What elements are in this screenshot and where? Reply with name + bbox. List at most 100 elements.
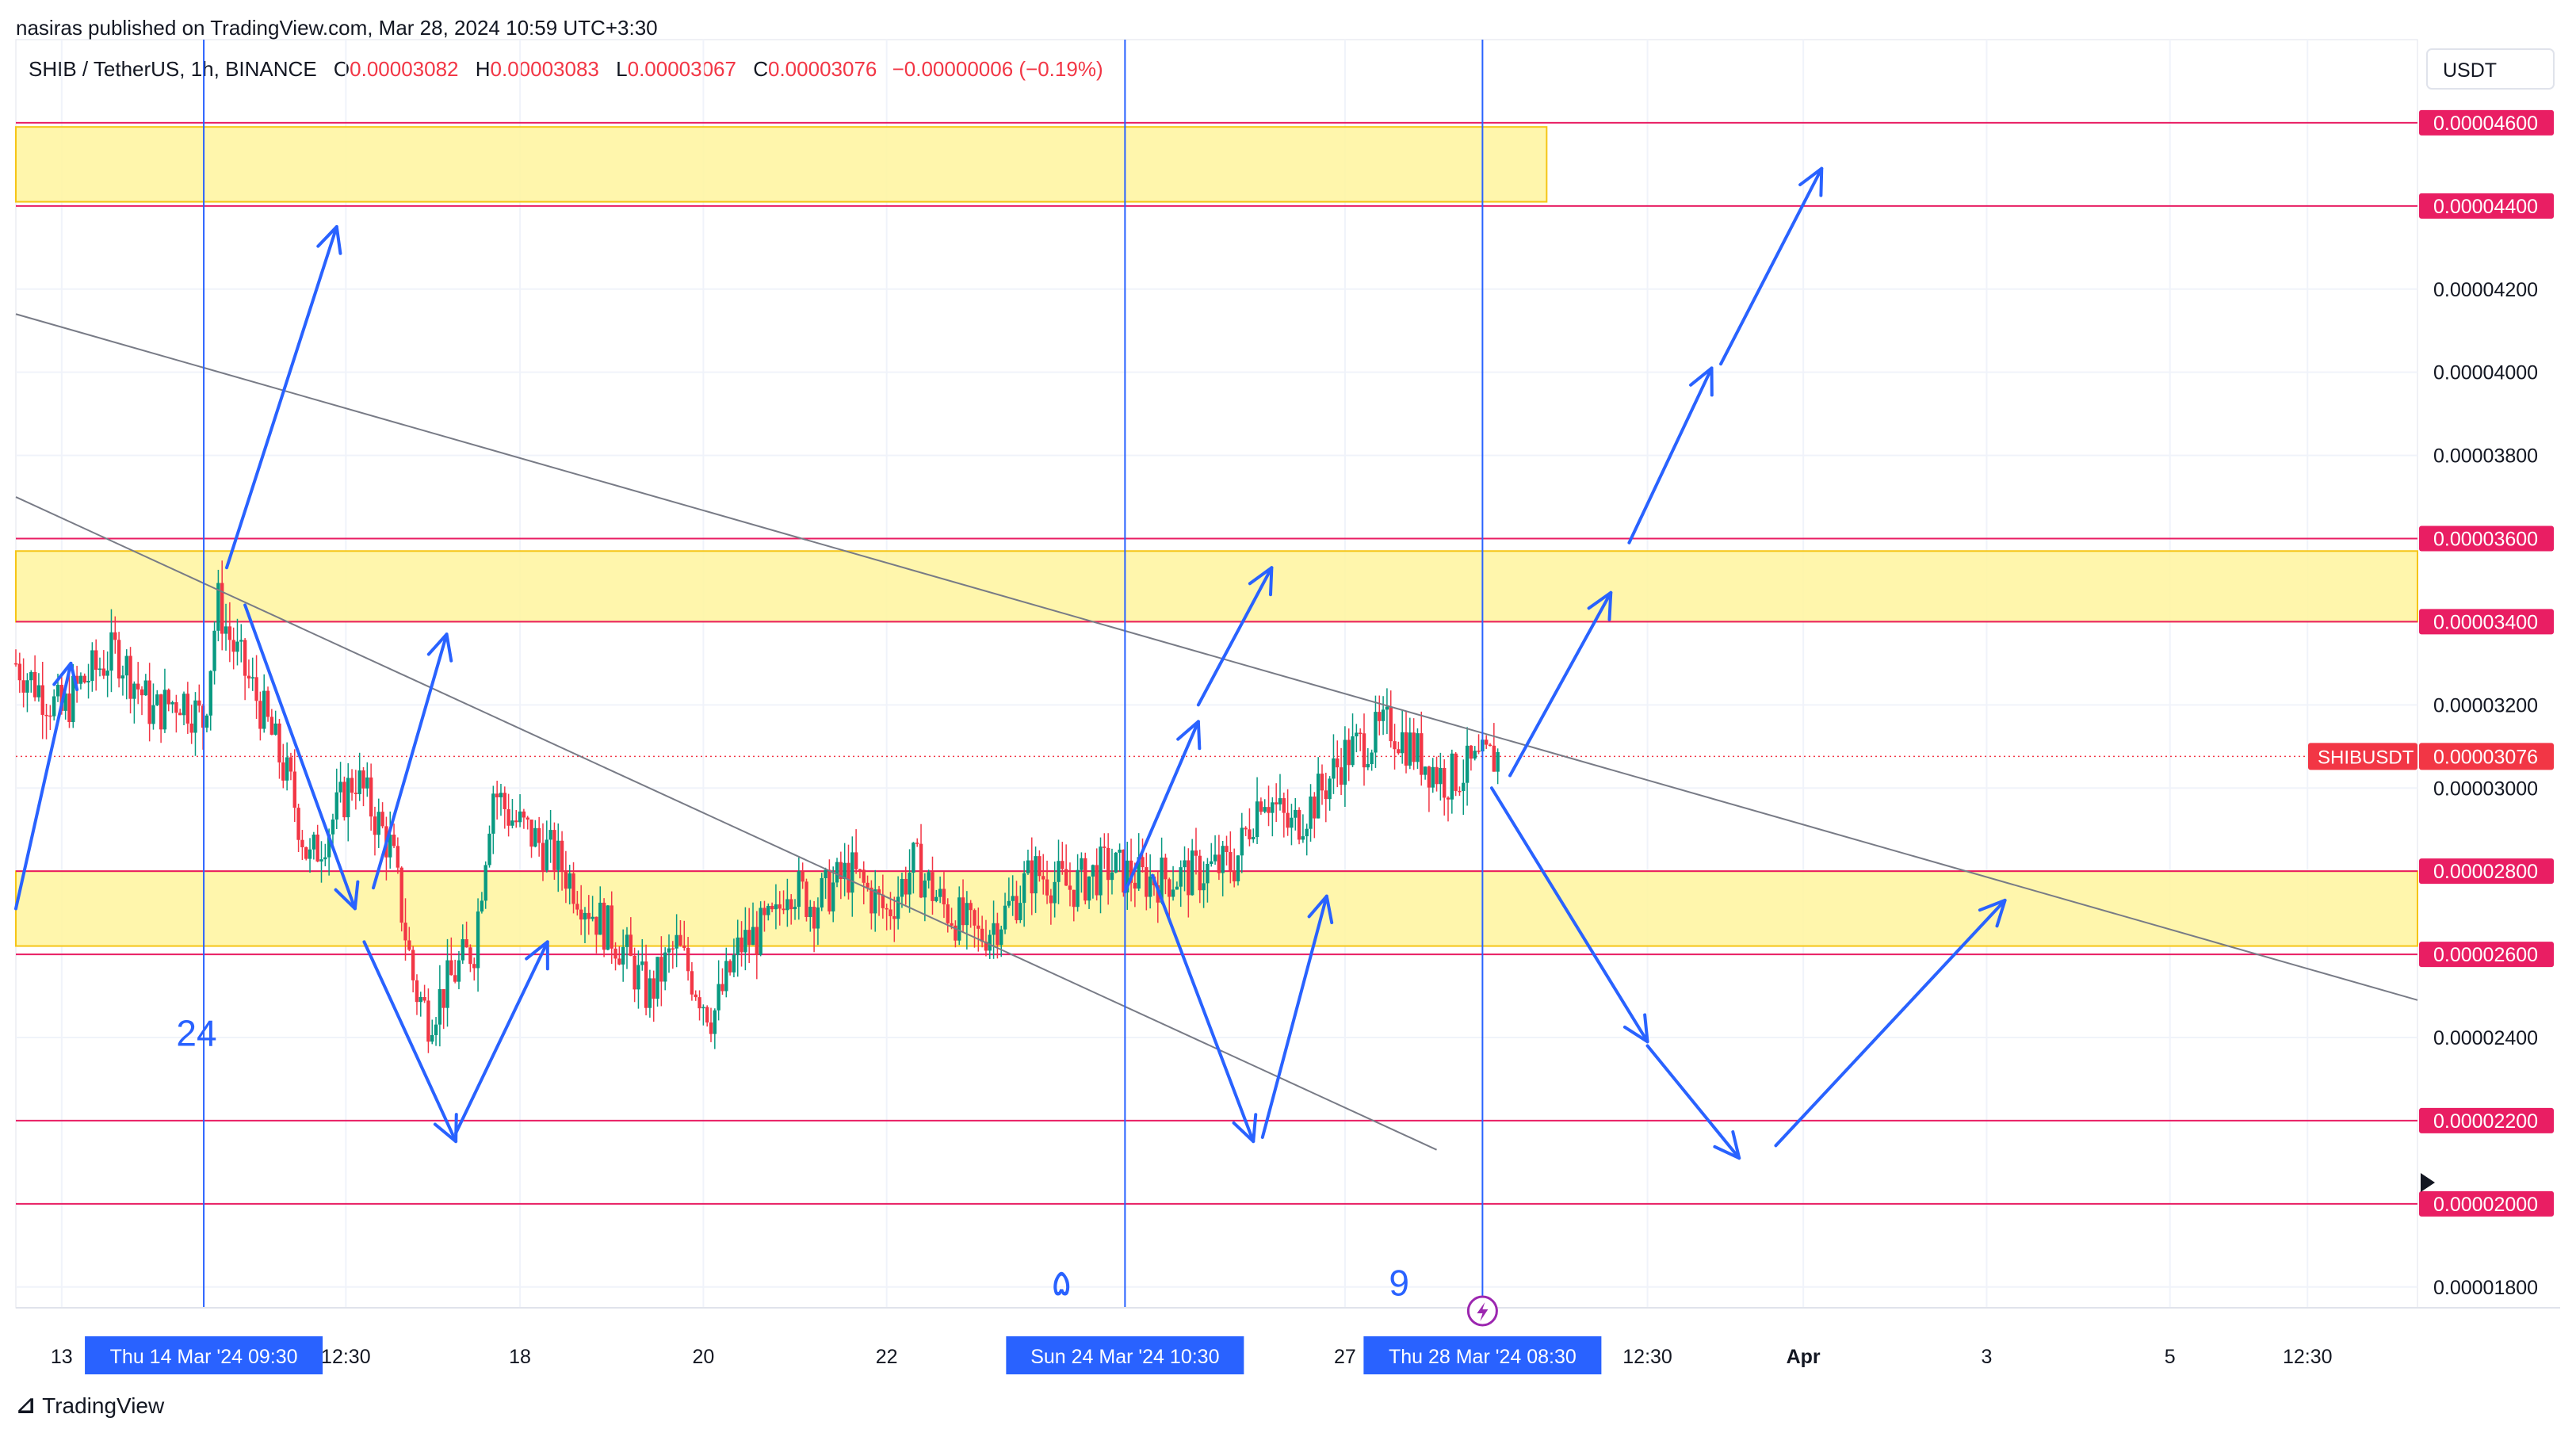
candle-up [346,778,350,818]
annotations: 24 ۵ 9 [176,1013,1409,1304]
candle-down [575,904,579,910]
candle-down [889,909,892,916]
highlight-zone[interactable] [15,870,2418,947]
arrow[interactable] [1489,786,1649,1044]
price-axis: 0.00001800 0.00002000 0.00002200 0.00002400… [2308,109,2554,1299]
annotation-text[interactable]: 24 [176,1013,216,1054]
trendline[interactable] [15,313,2418,1001]
candle-down [690,971,694,995]
arrow[interactable] [372,632,453,890]
arrow[interactable] [1774,898,2007,1148]
candle-down [468,947,472,965]
price-tick-label: 0.00003600 [2433,529,2538,551]
tradingview-logo[interactable]: ⊿ TradingView [16,1392,164,1420]
candle-down [32,671,37,697]
candle-up [663,952,667,982]
annotation-text[interactable]: ۵ [1052,1262,1072,1303]
candle-up [1034,856,1038,894]
candle-down [579,909,583,920]
candle-down [1106,847,1110,881]
candle-up [675,934,678,949]
arrow[interactable] [454,940,549,1135]
candle-down [610,905,613,949]
candle-up [766,905,770,915]
candle-down [1030,860,1034,894]
candle-down [709,1022,713,1034]
candle-down [931,872,934,901]
candle-up [621,946,625,965]
candle-up [1160,857,1164,903]
time-marker-label[interactable]: Thu 28 Mar '24 08:30 [1389,1346,1577,1368]
candle-up [216,583,220,631]
annotation-text[interactable]: 9 [1389,1262,1409,1303]
candle-up [1080,858,1084,870]
candle-down [399,867,403,923]
candle-up [109,632,113,671]
candle-down [571,873,575,904]
candle-up [204,715,209,728]
arrow[interactable] [14,661,79,911]
candle-up [1087,876,1091,901]
candle-down [1435,766,1439,785]
arrow[interactable] [1719,166,1824,366]
arrow[interactable] [362,940,458,1144]
candle-up [1416,733,1420,762]
candle-up [648,978,652,1008]
price-level-label-bg [2419,609,2554,635]
time-marker-label[interactable]: Thu 14 Mar '24 09:30 [110,1346,298,1368]
arrow[interactable] [224,225,342,570]
arrow[interactable] [1627,366,1714,545]
candle-up [1423,766,1428,775]
symbol-legend: SHIB / TetherUS, 1h, BINANCE O0.00003082… [29,57,1103,82]
candle-up [25,680,29,693]
arrow[interactable] [1645,1044,1741,1160]
arrow[interactable] [1260,894,1334,1139]
candle-down [369,777,373,817]
candle-up [1190,850,1194,896]
arrow[interactable] [243,603,360,911]
candle-up [1465,745,1470,783]
candle-up [843,862,847,880]
candle-down [441,989,445,1008]
time-tick-label: Apr [1787,1346,1821,1368]
candle-down [954,925,957,941]
symbol-price-tag[interactable]: SHIBUSDT [2318,747,2414,768]
arrow[interactable] [1508,590,1613,778]
candle-up [568,873,571,889]
candle-up [912,843,915,873]
trendline[interactable] [15,496,1437,1151]
arrow-shaft [362,940,458,1144]
scroll-right-icon[interactable] [2421,1173,2435,1192]
highlight-zone[interactable] [15,550,2418,623]
candle-up [636,965,640,990]
candle-down [449,960,453,976]
candle-down [411,950,415,980]
candle-up [938,888,942,897]
candle-up [1301,836,1305,840]
arrow[interactable] [1123,720,1202,894]
symbol-title[interactable]: SHIB / TetherUS, 1h, BINANCE [29,57,317,81]
arrow-head [334,880,360,911]
arrow-shaft [1123,720,1200,894]
currency-button-label[interactable]: USDT [2443,59,2497,82]
candle-down [1248,829,1252,839]
candle-up [717,984,720,1011]
candle-up [820,877,824,908]
candle-down [380,812,384,827]
candle-up [759,908,762,955]
candle-down [904,878,908,895]
currency-button[interactable] [2426,48,2555,90]
arrow[interactable] [1151,873,1258,1144]
candle-up [323,857,327,860]
time-tick-label: 5 [2165,1346,2176,1368]
time-marker-label[interactable]: Sun 24 Mar '24 10:30 [1030,1346,1219,1368]
high-label: H [475,57,491,81]
arrow[interactable] [1196,566,1274,707]
price-tick-label: 0.00003200 [2433,694,2538,716]
arrow-head [426,632,453,663]
candle-up [376,812,380,835]
highlight-zone[interactable] [15,126,1548,203]
candle-up [170,701,174,705]
price-tick-label: 0.00004600 [2433,113,2538,135]
